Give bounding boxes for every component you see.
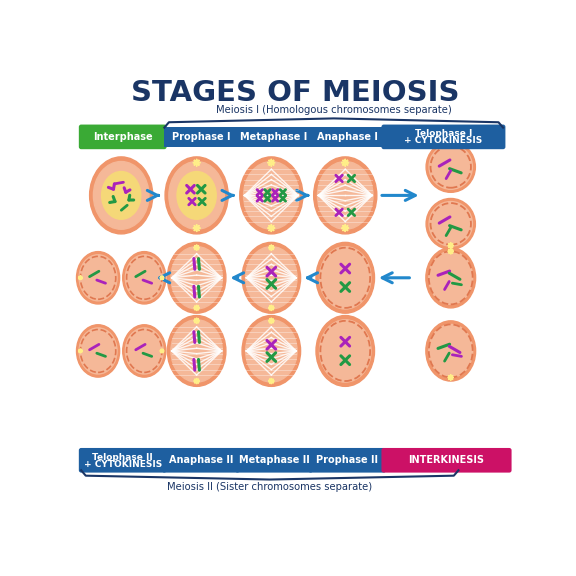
Ellipse shape [316, 242, 374, 313]
FancyBboxPatch shape [79, 448, 166, 472]
Text: INTERKINESIS: INTERKINESIS [408, 455, 484, 465]
Ellipse shape [320, 247, 371, 309]
Polygon shape [78, 275, 83, 280]
FancyBboxPatch shape [79, 124, 166, 149]
FancyBboxPatch shape [381, 124, 505, 149]
Polygon shape [448, 374, 454, 381]
Ellipse shape [429, 251, 473, 304]
Ellipse shape [165, 157, 228, 234]
Bar [237, 127, 310, 147]
Ellipse shape [171, 320, 222, 382]
Ellipse shape [168, 242, 226, 313]
Ellipse shape [317, 161, 373, 229]
Text: Meiosis II (Sister chromosomes separate): Meiosis II (Sister chromosomes separate) [167, 482, 372, 492]
Polygon shape [342, 224, 349, 232]
Ellipse shape [171, 247, 222, 309]
Polygon shape [194, 245, 200, 251]
Polygon shape [448, 142, 454, 149]
Ellipse shape [93, 161, 149, 229]
Bar [310, 127, 384, 147]
Ellipse shape [244, 161, 299, 229]
Ellipse shape [90, 157, 153, 234]
Text: Telophase I: Telophase I [415, 129, 472, 138]
FancyBboxPatch shape [162, 448, 240, 472]
Ellipse shape [429, 145, 472, 190]
Polygon shape [268, 305, 274, 311]
Polygon shape [78, 348, 83, 353]
Text: Metaphase II: Metaphase II [238, 455, 309, 465]
Text: + CYTOKINESIS: + CYTOKINESIS [404, 137, 483, 145]
Ellipse shape [126, 255, 163, 301]
Polygon shape [194, 318, 200, 324]
Polygon shape [268, 378, 274, 384]
FancyBboxPatch shape [235, 448, 313, 472]
Text: + CYTOKINESIS: + CYTOKINESIS [84, 460, 162, 469]
Ellipse shape [245, 247, 297, 309]
Ellipse shape [77, 252, 120, 304]
Polygon shape [448, 242, 454, 249]
Polygon shape [448, 248, 454, 255]
FancyBboxPatch shape [381, 448, 511, 472]
Ellipse shape [177, 172, 216, 219]
Polygon shape [193, 224, 200, 232]
Ellipse shape [316, 316, 374, 386]
Ellipse shape [242, 242, 301, 313]
Bar [164, 127, 237, 147]
Text: Prophase II: Prophase II [316, 455, 378, 465]
Ellipse shape [245, 320, 297, 382]
Text: Telophase II: Telophase II [92, 453, 153, 462]
Ellipse shape [320, 320, 371, 382]
Ellipse shape [79, 255, 117, 301]
Text: Metaphase I: Metaphase I [240, 132, 308, 142]
Ellipse shape [426, 321, 476, 381]
Ellipse shape [168, 316, 226, 386]
Ellipse shape [426, 142, 475, 192]
Text: STAGES OF MEIOSIS: STAGES OF MEIOSIS [131, 79, 460, 107]
Polygon shape [267, 159, 275, 166]
Ellipse shape [169, 161, 225, 229]
Text: Prophase I: Prophase I [172, 132, 230, 142]
Ellipse shape [126, 328, 163, 374]
Ellipse shape [123, 252, 166, 304]
Ellipse shape [79, 328, 117, 374]
Text: Anaphase II: Anaphase II [169, 455, 233, 465]
Polygon shape [194, 305, 200, 311]
Polygon shape [160, 348, 164, 353]
Ellipse shape [101, 172, 141, 219]
Ellipse shape [429, 324, 473, 377]
Polygon shape [268, 245, 274, 251]
Ellipse shape [242, 316, 301, 386]
Ellipse shape [426, 199, 475, 249]
Polygon shape [193, 159, 200, 166]
Ellipse shape [429, 202, 472, 247]
Polygon shape [268, 318, 274, 324]
Ellipse shape [314, 157, 377, 234]
Polygon shape [267, 224, 275, 232]
Text: Interphase: Interphase [93, 132, 153, 142]
Polygon shape [194, 378, 200, 384]
Ellipse shape [240, 157, 303, 234]
Ellipse shape [77, 325, 120, 377]
Polygon shape [160, 275, 164, 280]
Ellipse shape [123, 325, 166, 377]
Polygon shape [342, 159, 349, 166]
FancyBboxPatch shape [308, 448, 386, 472]
Ellipse shape [426, 248, 476, 308]
Text: Anaphase I: Anaphase I [317, 132, 378, 142]
Text: Meiosis I (Homologous chromosomes separate): Meiosis I (Homologous chromosomes separa… [216, 105, 452, 115]
